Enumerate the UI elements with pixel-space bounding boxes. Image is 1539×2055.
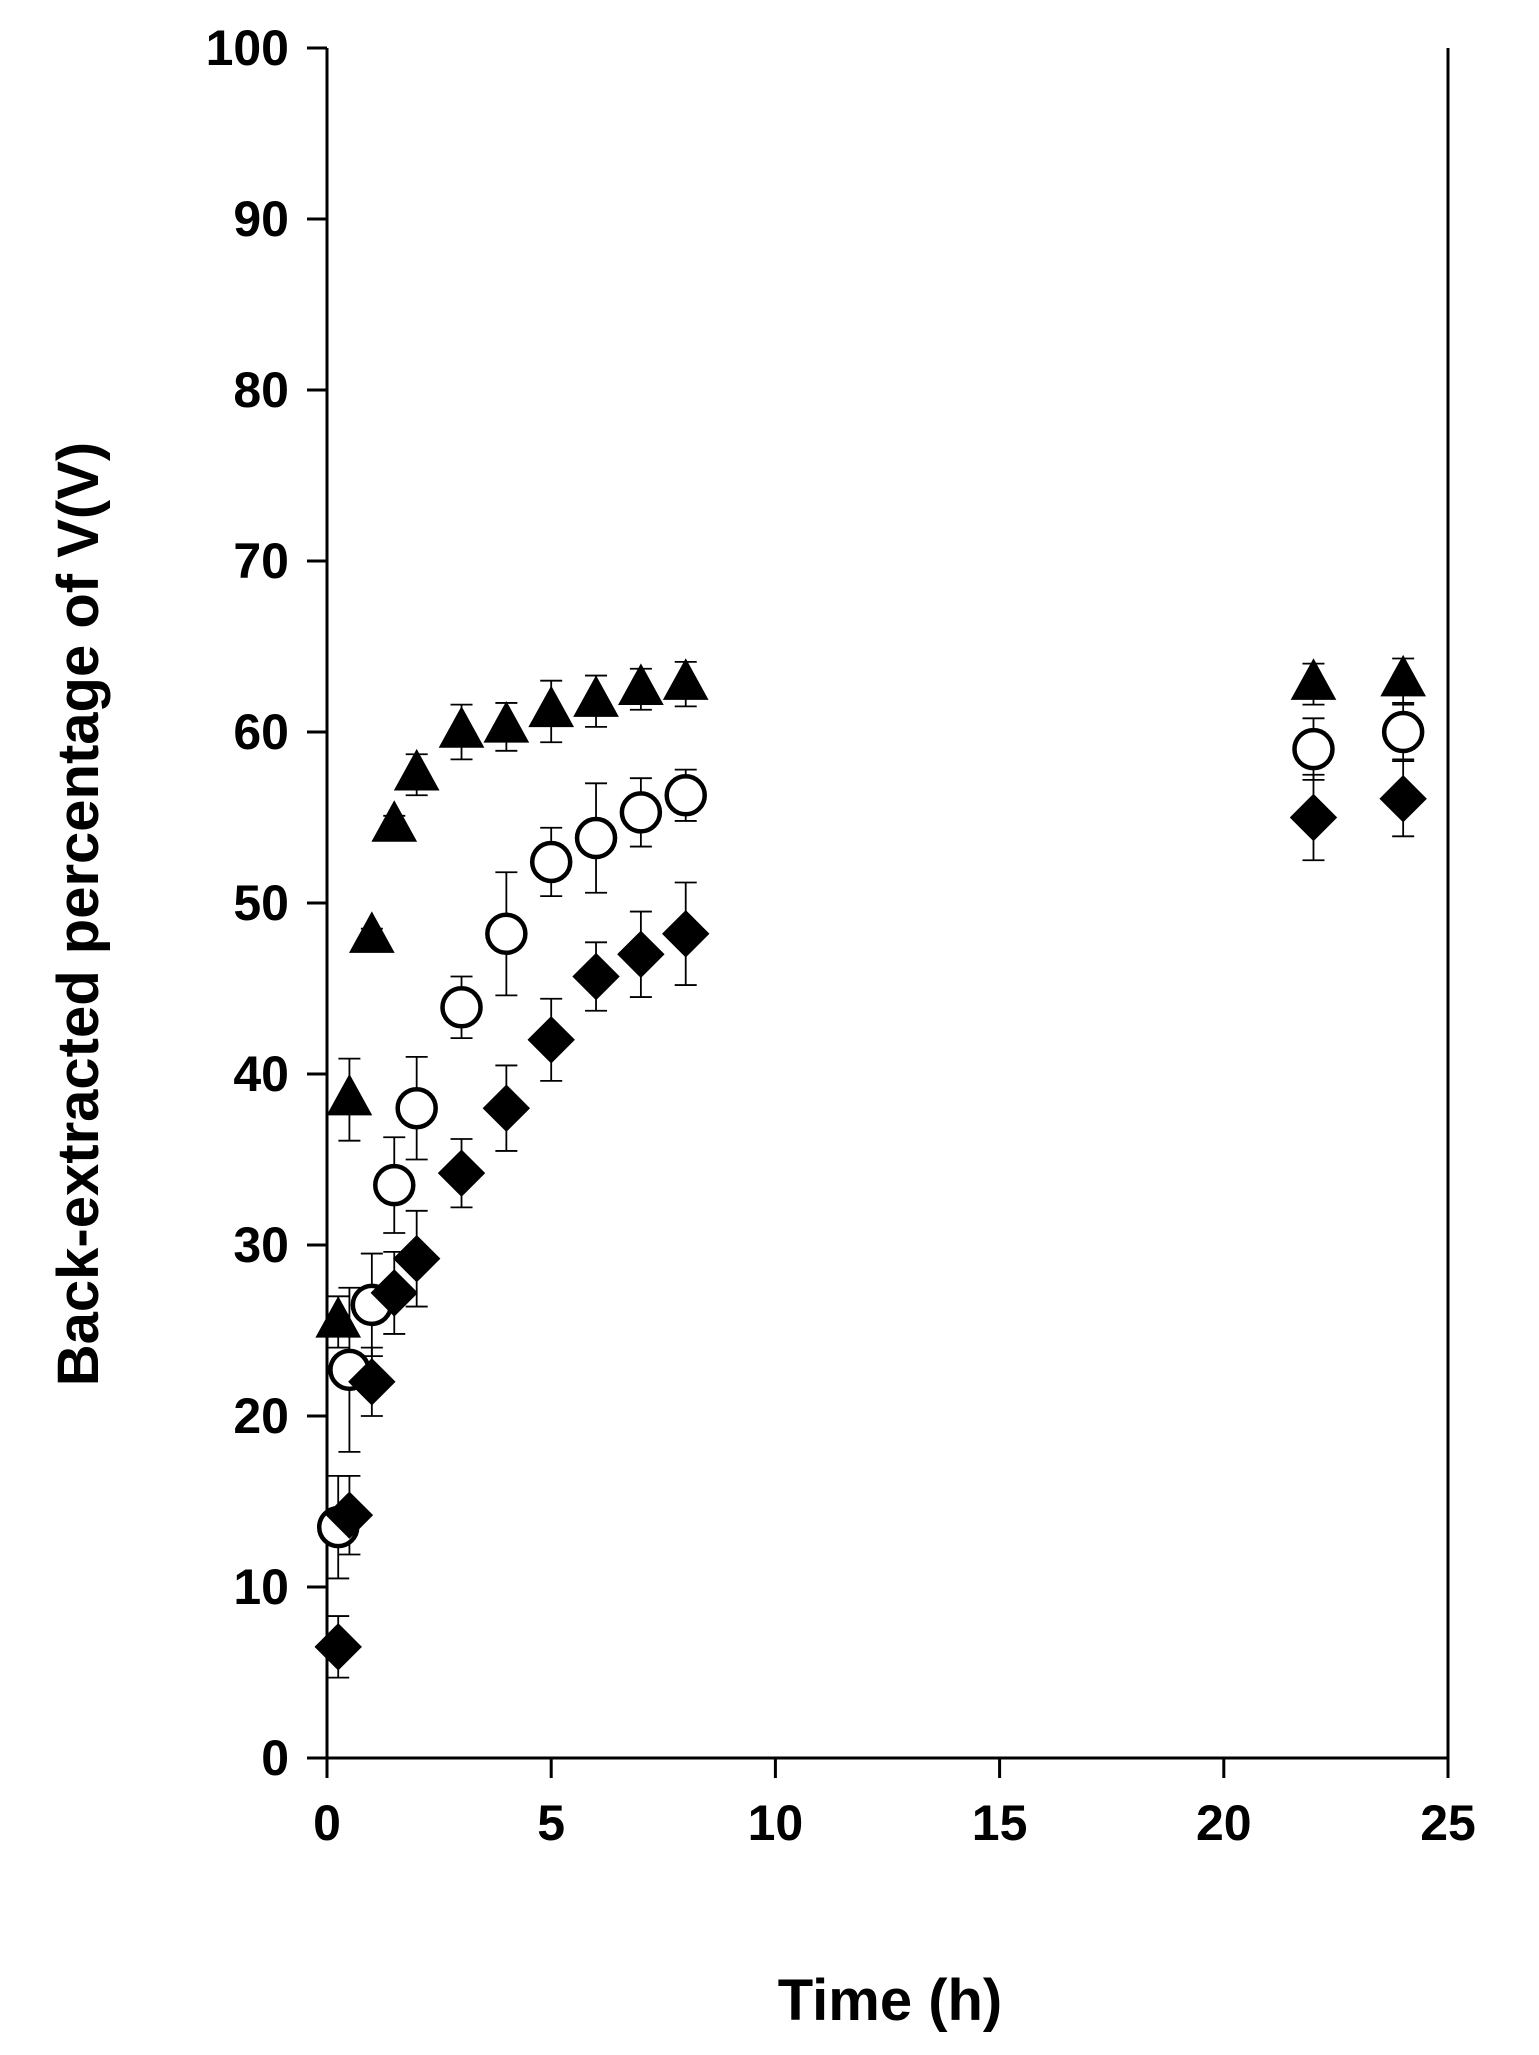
- diamond-marker: [527, 1016, 575, 1064]
- diamond-marker: [370, 1269, 418, 1317]
- y-tick-label: 20: [233, 1388, 289, 1444]
- diamond-marker: [1379, 774, 1427, 823]
- diamond-marker: [572, 952, 620, 1001]
- y-tick-label: 70: [233, 533, 289, 589]
- x-tick-label: 20: [1196, 1795, 1252, 1851]
- y-axis-title: Back-extracted percentage of V(V): [46, 442, 111, 1386]
- diamond-marker: [617, 930, 665, 979]
- circle-marker: [485, 912, 528, 956]
- y-tick-label: 10: [233, 1559, 289, 1615]
- y-tick-label: 60: [233, 704, 289, 760]
- diamond-marker: [662, 910, 710, 958]
- data-markers: [314, 654, 1427, 1671]
- y-tick-label: 90: [233, 191, 289, 247]
- circle-marker: [373, 1163, 416, 1207]
- x-tick-label: 5: [537, 1795, 565, 1851]
- y-tick-label: 50: [233, 875, 289, 931]
- triangle-marker: [573, 675, 619, 717]
- y-tick-label: 100: [206, 20, 289, 76]
- circle-marker: [664, 774, 707, 817]
- diamond-marker: [314, 1623, 362, 1671]
- triangle-marker: [326, 1073, 373, 1116]
- triangle-marker: [1380, 654, 1427, 697]
- triangle-marker: [662, 658, 709, 700]
- error-bars: [327, 657, 1415, 1679]
- x-axis-title: Time (h): [778, 1968, 1003, 2033]
- axes: 0 10 20 30 40 50 60 70 80 90 100 0 5 10 15 20 25: [206, 20, 1476, 1851]
- y-tick-label: 30: [233, 1217, 289, 1273]
- diamond-marker: [392, 1234, 441, 1283]
- circle-marker: [1381, 710, 1425, 754]
- circle-marker: [619, 791, 663, 834]
- x-tick-label: 25: [1420, 1795, 1476, 1851]
- triangle-marker: [618, 663, 664, 705]
- y-tick-label: 0: [261, 1730, 289, 1786]
- circle-marker: [1292, 727, 1335, 771]
- diamond-marker: [348, 1358, 396, 1406]
- diamond-marker: [437, 1149, 486, 1197]
- triangle-marker: [348, 911, 395, 953]
- circle-marker: [529, 840, 573, 884]
- triangle-marker: [528, 685, 575, 728]
- diamond-marker: [482, 1084, 531, 1132]
- x-tick-label: 15: [972, 1795, 1028, 1851]
- triangle-marker: [393, 748, 440, 791]
- diamond-marker: [1289, 793, 1338, 842]
- diamond-marker: [325, 1491, 374, 1539]
- y-tick-label: 80: [233, 362, 289, 418]
- circle-marker: [440, 986, 483, 1029]
- triangle-marker: [315, 1296, 362, 1338]
- triangle-marker: [438, 706, 485, 748]
- x-tick-label: 10: [748, 1795, 804, 1851]
- triangle-marker: [1290, 658, 1337, 700]
- circle-marker: [395, 1086, 438, 1130]
- y-tick-label: 40: [233, 1046, 289, 1102]
- x-tick-label: 0: [313, 1795, 341, 1851]
- triangle-marker: [483, 701, 530, 743]
- triangle-marker: [371, 800, 418, 842]
- circle-marker: [574, 816, 618, 860]
